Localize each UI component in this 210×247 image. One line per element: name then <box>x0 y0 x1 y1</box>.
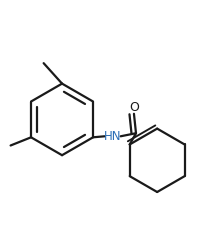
Text: O: O <box>129 101 139 114</box>
Text: HN: HN <box>104 130 121 143</box>
